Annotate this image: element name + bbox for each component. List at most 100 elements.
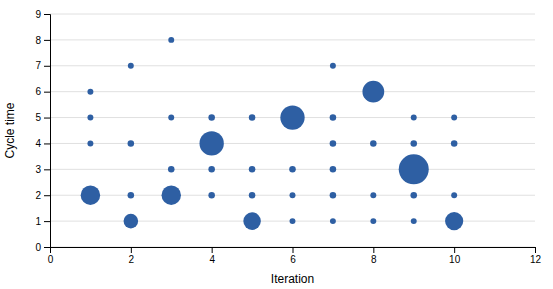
point — [87, 89, 93, 95]
y-tick-mark — [44, 92, 50, 93]
x-axis: 0 2 4 6 8 10 12 — [48, 247, 542, 265]
y-tick-label: 5 — [35, 112, 41, 123]
y-tick-label: 3 — [35, 164, 41, 175]
point — [128, 192, 135, 199]
x-tick-mark — [131, 247, 132, 253]
y-tick-mark — [44, 247, 50, 248]
x-tick: 4 — [209, 247, 215, 265]
y-tick: 2 — [35, 190, 50, 201]
point — [87, 115, 93, 121]
y-tick: 5 — [35, 112, 50, 123]
point — [370, 192, 376, 198]
point — [411, 218, 417, 224]
y-tick-label: 9 — [35, 9, 41, 20]
y-tick-mark — [44, 143, 50, 144]
x-tick: 2 — [129, 247, 135, 265]
x-tick: 12 — [530, 247, 542, 265]
y-axis-line — [44, 15, 51, 248]
x-tick-label: 12 — [530, 254, 542, 265]
y-tick-mark — [44, 169, 50, 170]
grid-line — [50, 143, 535, 144]
point — [330, 114, 337, 121]
x-tick-mark — [293, 247, 294, 253]
grid-line — [50, 14, 535, 15]
y-tick-label: 4 — [35, 138, 41, 149]
point — [168, 115, 174, 121]
y-tick-label: 7 — [35, 60, 41, 71]
y-tick-mark — [44, 66, 50, 67]
x-tick-label: 2 — [129, 254, 135, 265]
point — [330, 140, 337, 147]
grid — [50, 14, 535, 247]
point — [445, 212, 463, 230]
y-tick-label: 2 — [35, 190, 41, 201]
x-tick-mark — [535, 247, 536, 253]
y-tick-label: 1 — [35, 216, 41, 227]
point — [451, 115, 457, 121]
y-tick: 0 — [35, 242, 50, 253]
x-tick-label: 8 — [371, 254, 377, 265]
y-axis: 0 1 2 3 4 5 6 7 8 9 — [35, 9, 50, 253]
y-tick: 1 — [35, 216, 50, 227]
points — [81, 37, 464, 230]
point — [330, 218, 336, 224]
grid-line — [50, 39, 535, 40]
plot: 0246810120123456789 — [35, 9, 541, 265]
x-tick: 10 — [449, 247, 461, 265]
x-tick: 0 — [48, 247, 54, 265]
point — [208, 192, 215, 199]
point — [399, 154, 429, 184]
point — [280, 105, 304, 129]
x-tick-mark — [212, 247, 213, 253]
x-tick: 6 — [290, 247, 296, 265]
x-axis-title: Iteration — [271, 272, 314, 286]
point — [87, 140, 93, 146]
point — [208, 114, 215, 121]
point — [290, 218, 296, 224]
point — [410, 192, 417, 199]
point — [128, 63, 134, 69]
point — [289, 166, 296, 173]
y-tick-mark — [44, 221, 50, 222]
point — [249, 166, 256, 173]
point — [243, 212, 261, 230]
y-tick-label: 6 — [35, 86, 41, 97]
y-tick-mark — [44, 40, 50, 41]
y-axis-title: Cycle time — [3, 102, 17, 158]
point — [124, 214, 139, 229]
x-tick-mark — [454, 247, 455, 253]
point — [162, 185, 181, 204]
x-tick-label: 10 — [449, 254, 461, 265]
point — [168, 166, 175, 173]
y-tick-label: 0 — [35, 242, 41, 253]
y-tick: 3 — [35, 164, 50, 175]
point — [330, 192, 337, 199]
x-tick-label: 6 — [290, 254, 296, 265]
y-tick-mark — [44, 14, 50, 15]
point — [128, 140, 135, 147]
y-tick: 9 — [35, 9, 50, 20]
y-tick: 7 — [35, 60, 50, 71]
grid-line — [50, 65, 535, 66]
point — [81, 185, 100, 204]
y-tick-label: 8 — [35, 35, 41, 46]
point — [411, 115, 417, 121]
point — [168, 37, 174, 43]
x-tick-mark — [373, 247, 374, 253]
y-tick-mark — [44, 195, 50, 196]
x-axis-line — [51, 248, 536, 254]
point — [249, 114, 256, 121]
y-tick: 6 — [35, 86, 50, 97]
x-tick: 8 — [371, 247, 377, 265]
point — [362, 81, 384, 103]
x-tick-label: 4 — [209, 254, 215, 265]
point — [208, 166, 215, 173]
point — [330, 63, 336, 69]
point — [249, 192, 256, 199]
y-tick-mark — [44, 118, 50, 119]
chart: 0246810120123456789IterationCycle time — [0, 0, 553, 289]
x-tick-label: 0 — [48, 254, 54, 265]
point — [370, 218, 376, 224]
y-tick: 8 — [35, 35, 50, 46]
point — [451, 140, 458, 147]
